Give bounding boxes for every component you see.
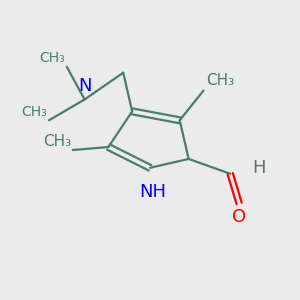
Text: H: H bbox=[253, 159, 266, 177]
Text: CH₃: CH₃ bbox=[22, 105, 47, 119]
Text: O: O bbox=[232, 208, 246, 226]
Text: CH₃: CH₃ bbox=[206, 73, 235, 88]
Text: CH₃: CH₃ bbox=[40, 51, 65, 65]
Text: NH: NH bbox=[140, 183, 166, 201]
Text: N: N bbox=[78, 77, 92, 95]
Text: CH₃: CH₃ bbox=[43, 134, 71, 148]
